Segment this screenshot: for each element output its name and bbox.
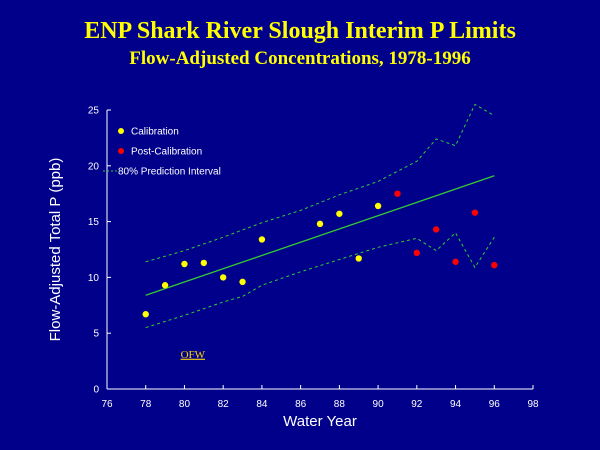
calibration-point — [200, 259, 208, 267]
y-tick-label: 5 — [93, 329, 99, 340]
legend-calibration-label: Calibration — [131, 127, 179, 138]
y-tick-label: 25 — [88, 106, 100, 117]
chart-title: ENP Shark River Slough Interim P Limits — [84, 18, 516, 44]
chart-subtitle: Flow-Adjusted Concentrations, 1978-1996 — [129, 48, 471, 69]
prediction-interval-upper — [145, 103, 495, 263]
post-calibration-point — [432, 226, 440, 233]
x-tick-label: 86 — [295, 399, 307, 410]
prediction-interval-lower — [145, 232, 495, 329]
x-tick-label: 90 — [373, 399, 385, 410]
post-calibration-point — [452, 258, 459, 265]
post-calibration-point — [394, 190, 401, 197]
post-calibration-point — [471, 209, 479, 216]
legend: Calibration Post-Calibration 80% Predictio… — [103, 127, 221, 178]
axes: 0 5 10 15 20 25 76 78 80 82 84 86 88 90 92 94 96 98 Water … — [47, 106, 539, 431]
post-calibration-point — [413, 249, 421, 257]
calibration-point — [374, 202, 382, 210]
x-tick-label: 80 — [179, 399, 191, 410]
calibration-point — [142, 311, 149, 318]
legend-post-calibration-marker — [118, 148, 124, 154]
prediction-interval-layer — [145, 103, 495, 329]
calibration-point — [219, 274, 227, 281]
x-tick-label: 76 — [101, 399, 113, 410]
x-tick-label: 78 — [140, 399, 152, 410]
x-tick-label: 92 — [411, 399, 423, 410]
annotations: OFW — [181, 349, 206, 361]
ofw-annotation: OFW — [181, 349, 206, 361]
x-tick-label: 88 — [334, 399, 346, 410]
legend-calibration-marker — [118, 128, 124, 134]
x-axis-title: Water Year — [283, 413, 357, 430]
calibration-point — [239, 278, 246, 286]
x-tick-label: 84 — [256, 399, 268, 410]
y-tick-label: 20 — [88, 161, 100, 172]
regression-line — [145, 175, 495, 296]
x-tick-label: 94 — [450, 399, 462, 410]
y-tick-label: 0 — [93, 385, 99, 396]
calibration-point — [258, 236, 266, 243]
calibration-point — [316, 220, 324, 228]
y-tick-label: 10 — [88, 273, 100, 284]
x-tick-label: 96 — [489, 399, 501, 410]
legend-post-calibration-label: Post-Calibration — [131, 147, 202, 158]
calibration-point — [336, 210, 343, 217]
regression-line-layer — [145, 175, 495, 296]
data-points — [142, 190, 498, 318]
calibration-point — [161, 282, 169, 289]
calibration-point — [355, 255, 362, 262]
post-calibration-point — [491, 261, 498, 269]
calibration-point — [181, 260, 188, 268]
y-axis-title: Flow-Adjusted Total P (ppb) — [47, 158, 64, 342]
y-tick-label: 15 — [88, 217, 100, 228]
x-tick-label: 98 — [527, 399, 539, 410]
legend-interval-label: 80% Prediction Interval — [118, 167, 221, 178]
x-tick-label: 82 — [218, 399, 230, 410]
